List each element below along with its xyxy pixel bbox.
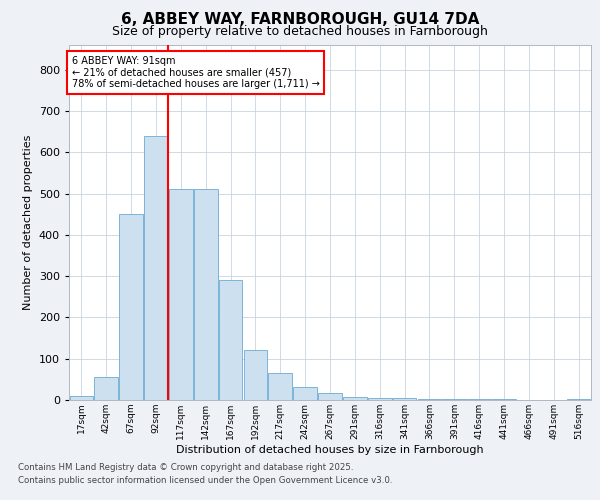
- Bar: [442, 399, 466, 400]
- Bar: [393, 398, 416, 400]
- Bar: [293, 387, 317, 400]
- Y-axis label: Number of detached properties: Number of detached properties: [23, 135, 33, 310]
- Bar: [467, 399, 491, 400]
- Bar: [567, 399, 590, 400]
- Bar: [244, 350, 267, 400]
- Bar: [119, 214, 143, 400]
- Bar: [219, 280, 242, 400]
- Bar: [318, 392, 342, 400]
- Bar: [94, 378, 118, 400]
- Bar: [194, 190, 218, 400]
- Bar: [343, 396, 367, 400]
- Text: 6, ABBEY WAY, FARNBOROUGH, GU14 7DA: 6, ABBEY WAY, FARNBOROUGH, GU14 7DA: [121, 12, 479, 28]
- Bar: [418, 399, 441, 400]
- Bar: [492, 399, 516, 400]
- X-axis label: Distribution of detached houses by size in Farnborough: Distribution of detached houses by size …: [176, 444, 484, 454]
- Text: Size of property relative to detached houses in Farnborough: Size of property relative to detached ho…: [112, 25, 488, 38]
- Bar: [268, 373, 292, 400]
- Bar: [368, 398, 392, 400]
- Bar: [144, 136, 168, 400]
- Text: Contains HM Land Registry data © Crown copyright and database right 2025.: Contains HM Land Registry data © Crown c…: [18, 462, 353, 471]
- Bar: [169, 190, 193, 400]
- Bar: [70, 396, 93, 400]
- Text: Contains public sector information licensed under the Open Government Licence v3: Contains public sector information licen…: [18, 476, 392, 485]
- Text: 6 ABBEY WAY: 91sqm
← 21% of detached houses are smaller (457)
78% of semi-detach: 6 ABBEY WAY: 91sqm ← 21% of detached hou…: [71, 56, 319, 89]
